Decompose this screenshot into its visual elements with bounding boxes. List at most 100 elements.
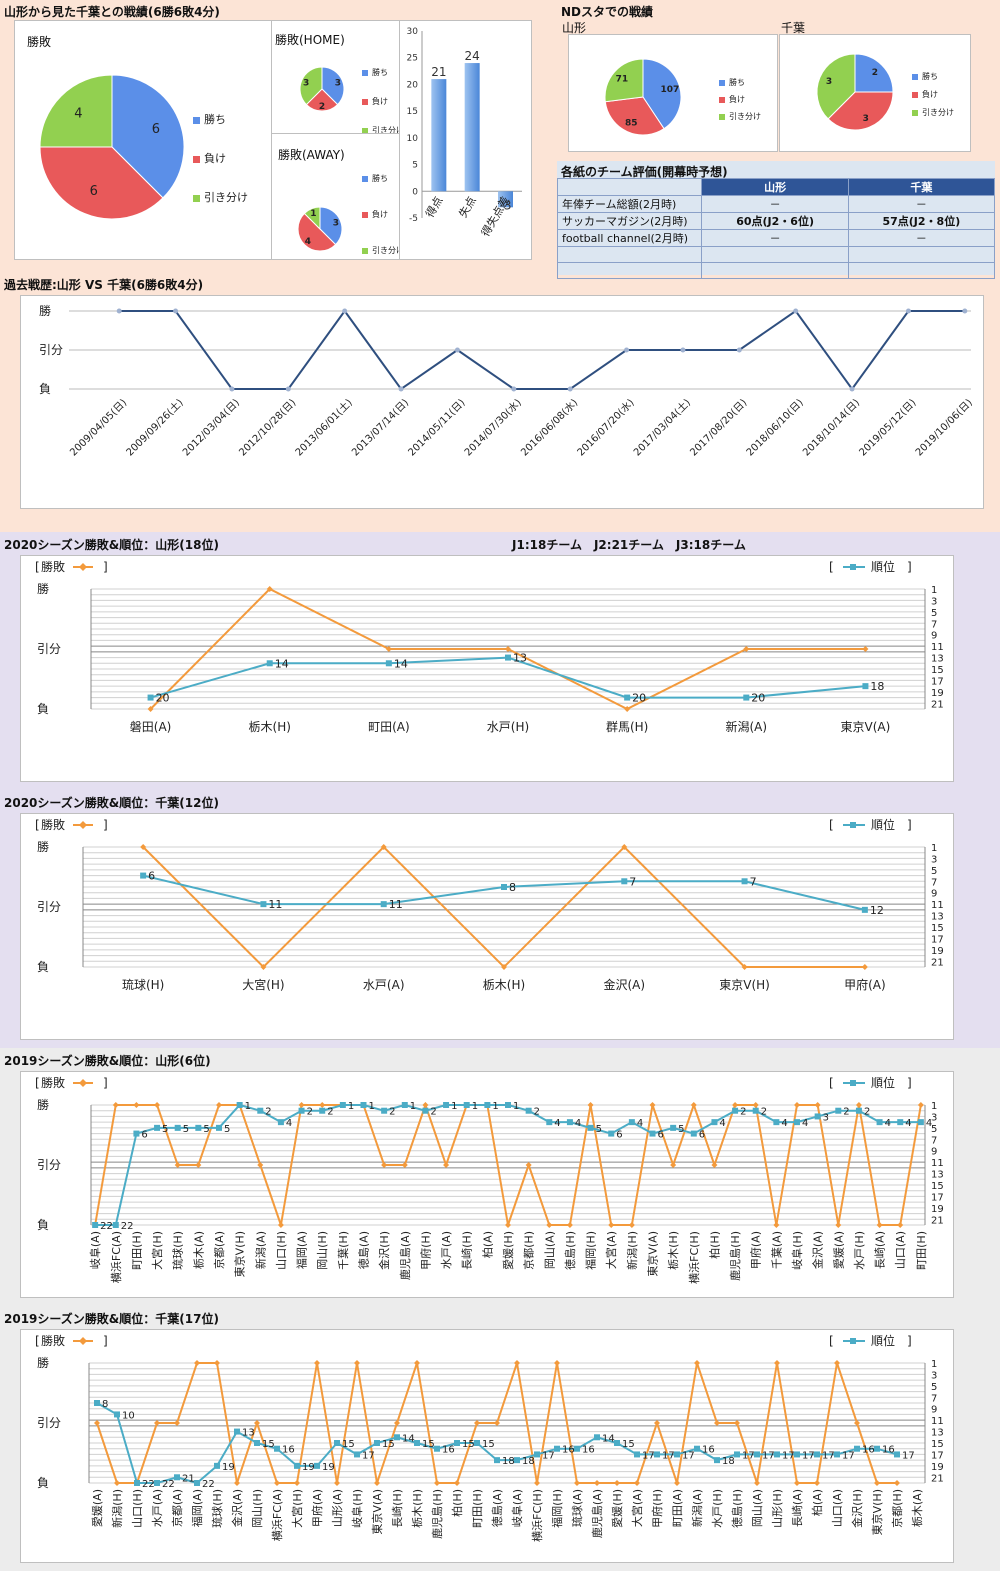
rank-point <box>134 1480 140 1486</box>
rank-data-label: 4 <box>637 1118 643 1129</box>
rank-point <box>494 1457 500 1464</box>
legend-result-label: 勝敗 <box>41 559 65 574</box>
x-tick-label: 東京V(A) <box>646 1231 660 1277</box>
rank-tick-label: 9 <box>931 1147 937 1158</box>
rank-data-label: 5 <box>678 1124 684 1135</box>
rank-point <box>814 1451 820 1458</box>
result-point <box>154 1102 161 1108</box>
x-tick-label: 愛媛(A) <box>831 1231 845 1269</box>
legend-bracket: [ <box>35 818 40 832</box>
x-tick-label: 愛媛(H) <box>501 1231 515 1270</box>
rank-data-label: 16 <box>582 1445 595 1456</box>
result-point <box>298 1102 305 1108</box>
history-point <box>624 347 630 353</box>
legend-bracket: ] <box>103 818 108 832</box>
rank-point <box>314 1462 320 1469</box>
history-point <box>229 386 235 392</box>
legend-bracket: [ <box>35 1334 40 1348</box>
legend-rank-label: 順位 <box>871 559 895 574</box>
x-tick-label: 東京V(H) <box>719 978 770 992</box>
rank-point <box>463 1102 470 1108</box>
result-line <box>142 845 865 969</box>
legend-swatch <box>719 80 725 86</box>
x-tick-label: 金沢(H) <box>377 1231 391 1270</box>
rank-point <box>752 1107 759 1114</box>
x-tick-label: 水戸(A) <box>151 1489 164 1527</box>
rank-tick-label: 3 <box>931 596 937 607</box>
result-point <box>674 1480 680 1486</box>
pie-slice <box>39 146 164 220</box>
x-tick-label: 長崎(A) <box>873 1231 887 1269</box>
rank-point <box>484 1102 491 1108</box>
y-tick-label: 10 <box>407 134 419 144</box>
pie-slice-label: 107 <box>661 85 680 95</box>
rank-point <box>874 1445 880 1452</box>
rank-data-label: 22 <box>202 1479 215 1490</box>
rank-point <box>195 1124 202 1131</box>
y-tick-label: 0 <box>412 187 418 197</box>
home-pie-title: 勝敗(HOME) <box>275 33 345 47</box>
rank-data-label: 16 <box>702 1445 715 1456</box>
x-tick-label: 大宮(H) <box>150 1231 164 1270</box>
x-tick-label: 長崎(A) <box>790 1489 804 1527</box>
result-point <box>401 1162 408 1168</box>
rank-point <box>835 1107 842 1114</box>
rank-point <box>154 1480 160 1486</box>
legend-label: 引き分け <box>922 108 954 117</box>
result-point <box>773 1222 780 1228</box>
result-point <box>854 1420 860 1426</box>
rank-data-label: 2 <box>389 1107 395 1118</box>
rank-tick-label: 5 <box>931 1382 937 1393</box>
result-point <box>277 1222 284 1228</box>
rank-data-label: 17 <box>802 1450 815 1461</box>
x-tick-label: 岐阜(H) <box>351 1489 364 1528</box>
rank-tick-label: 15 <box>931 923 944 934</box>
legend-bracket: [ <box>35 560 40 574</box>
result-point <box>614 1480 620 1486</box>
pie-slice-label: 2 <box>319 102 325 112</box>
rank-data-label: 2 <box>327 1107 333 1118</box>
rank-point <box>614 1440 620 1446</box>
legend-label: 負け <box>372 96 388 106</box>
evaluation-row-label: football channel(2月時) <box>556 229 703 247</box>
evaluation-title: 各紙のチーム評価(開幕時予想) <box>561 165 728 179</box>
x-tick-label: 鹿児島(H) <box>728 1231 742 1281</box>
rank-tick-label: 3 <box>931 1112 937 1123</box>
rank-data-label: 15 <box>342 1439 355 1450</box>
result-axis-label: 引分 <box>37 1158 61 1172</box>
x-tick-label: 鹿児島(A) <box>398 1231 412 1280</box>
history-point <box>511 386 517 392</box>
result-point <box>897 1222 904 1228</box>
pie-slice-label: 3 <box>826 77 832 87</box>
x-tick-label: 磐田(A) <box>130 720 172 734</box>
result-point <box>474 1420 480 1426</box>
rank-data-label: 17 <box>822 1450 835 1461</box>
legend-label: 勝ち <box>372 173 388 183</box>
x-tick-label: 金沢(H) <box>850 1489 864 1528</box>
legend-swatch <box>719 114 725 120</box>
evaluation-header-yamagata: 山形 <box>701 178 849 196</box>
rank-point <box>711 1119 718 1126</box>
y-tick-label: 25 <box>407 54 418 64</box>
result-point <box>711 1162 718 1168</box>
rank-point <box>634 1451 640 1458</box>
result-point <box>621 844 628 850</box>
x-tick-label: 水戸(A) <box>363 978 405 992</box>
rank-data-label: 2 <box>265 1107 271 1118</box>
rank-point <box>133 1130 140 1137</box>
x-tick-label: 京都(A) <box>170 1489 184 1527</box>
x-tick-label: 群馬(H) <box>606 720 648 734</box>
x-tick-label: 2018/06/10(日) <box>745 397 806 458</box>
x-tick-label: 新潟(H) <box>110 1489 124 1528</box>
x-tick-label: 福岡(H) <box>550 1489 564 1528</box>
pie-slice-label: 4 <box>74 107 82 122</box>
history-title: 過去戦歴:山形 VS 千葉(6勝6敗4分) <box>4 278 204 292</box>
x-tick-label: 栃木(H) <box>483 978 525 992</box>
c2019-title: 2019シーズン勝敗&順位：千葉(17位) <box>4 1312 219 1326</box>
rank-tick-label: 13 <box>931 1428 944 1439</box>
y-axis-label: 引分 <box>39 343 63 357</box>
rank-point <box>274 1445 280 1452</box>
x-tick-label: 長崎(H) <box>390 1489 404 1528</box>
rank-point <box>354 1451 360 1458</box>
